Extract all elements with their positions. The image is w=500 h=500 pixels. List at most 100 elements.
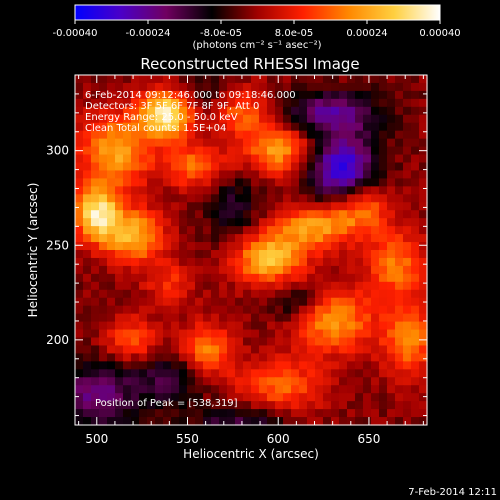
- heatmap-cell: [267, 242, 276, 251]
- heatmap-cell: [395, 257, 404, 267]
- heatmap-cell: [171, 234, 180, 243]
- heatmap-cell: [195, 82, 204, 92]
- heatmap-cell: [323, 321, 332, 331]
- heatmap-cell: [235, 154, 244, 164]
- heatmap-cell: [75, 289, 84, 299]
- heatmap-cell: [315, 297, 324, 307]
- heatmap-cell: [179, 186, 188, 195]
- heatmap-cell: [83, 297, 92, 307]
- heatmap-cell: [83, 178, 92, 187]
- heatmap-cell: [299, 337, 308, 347]
- heatmap-cell: [291, 305, 300, 315]
- heatmap-cell: [251, 130, 260, 140]
- heatmap-cell: [323, 170, 332, 179]
- heatmap-cell: [219, 106, 228, 116]
- heatmap-cell: [411, 321, 420, 331]
- heatmap-cell: [387, 178, 396, 187]
- heatmap-cell: [339, 250, 348, 259]
- heatmap-cell: [163, 265, 172, 275]
- heatmap-cell: [147, 289, 156, 299]
- heatmap-cell: [411, 146, 420, 156]
- heatmap-cell: [211, 122, 220, 132]
- heatmap-cell: [283, 273, 292, 283]
- heatmap-cell: [211, 313, 220, 323]
- heatmap-cell: [275, 130, 284, 140]
- heatmap-cell: [339, 353, 348, 362]
- heatmap-cell: [107, 345, 116, 354]
- heatmap-cell: [91, 98, 100, 108]
- heatmap-cell: [267, 337, 276, 347]
- heatmap-cell: [179, 345, 188, 354]
- heatmap-cell: [131, 361, 140, 370]
- heatmap-cell: [163, 281, 172, 291]
- heatmap-cell: [99, 162, 108, 172]
- heatmap-cell: [83, 226, 92, 235]
- heatmap-cell: [171, 226, 180, 235]
- heatmap-cell: [179, 130, 188, 140]
- heatmap-cell: [259, 194, 268, 203]
- heatmap-cell: [331, 273, 340, 283]
- heatmap-cell: [403, 321, 412, 331]
- heatmap-cell: [283, 417, 292, 426]
- heatmap-cell: [139, 146, 148, 156]
- heatmap-cell: [395, 385, 404, 394]
- heatmap-cell: [339, 82, 348, 92]
- heatmap-cell: [107, 393, 116, 402]
- heatmap-cell: [243, 170, 252, 179]
- heatmap-cell: [131, 146, 140, 156]
- heatmap-cell: [227, 75, 236, 84]
- heatmap-cell: [187, 202, 196, 211]
- heatmap-cell: [227, 265, 236, 275]
- heatmap-cell: [147, 138, 156, 148]
- heatmap-cell: [395, 106, 404, 116]
- heatmap-cell: [403, 242, 412, 251]
- heatmap-cell: [403, 218, 412, 227]
- heatmap-cell: [187, 401, 196, 410]
- heatmap-cell: [155, 178, 164, 187]
- heatmap-cell: [371, 154, 380, 164]
- heatmap-cell: [331, 409, 340, 418]
- heatmap-cell: [323, 194, 332, 203]
- heatmap-cell: [419, 305, 428, 315]
- heatmap-cell: [251, 265, 260, 275]
- heatmap-cell: [371, 393, 380, 402]
- heatmap-cell: [107, 90, 116, 100]
- heatmap-cell: [219, 281, 228, 291]
- heatmap-cell: [243, 186, 252, 195]
- heatmap-cell: [99, 234, 108, 243]
- heatmap-cell: [75, 361, 84, 370]
- heatmap-cell: [147, 369, 156, 378]
- heatmap-cell: [323, 337, 332, 347]
- heatmap-cell: [155, 186, 164, 195]
- heatmap-cell: [395, 234, 404, 243]
- heatmap-cell: [171, 186, 180, 195]
- heatmap-cell: [139, 385, 148, 394]
- heatmap-cell: [411, 106, 420, 116]
- heatmap-cell: [75, 106, 84, 116]
- heatmap-cell: [195, 210, 204, 219]
- heatmap-cell: [379, 313, 388, 323]
- heatmap-cell: [83, 218, 92, 227]
- heatmap-cell: [155, 170, 164, 179]
- heatmap-cell: [315, 154, 324, 164]
- heatmap-cell: [99, 265, 108, 275]
- heatmap-cell: [371, 305, 380, 315]
- heatmap-cell: [139, 250, 148, 259]
- heatmap-cell: [171, 361, 180, 370]
- heatmap-cell: [115, 289, 124, 299]
- heatmap-cell: [131, 329, 140, 339]
- heatmap-cell: [131, 305, 140, 315]
- heatmap-cell: [243, 90, 252, 100]
- heatmap-cell: [227, 337, 236, 347]
- x-axis-label: Heliocentric X (arcsec): [183, 447, 319, 461]
- heatmap-cell: [83, 417, 92, 426]
- heatmap-cell: [379, 297, 388, 307]
- heatmap-cell: [195, 257, 204, 267]
- heatmap-cell: [251, 202, 260, 211]
- heatmap-cell: [163, 98, 172, 108]
- heatmap-cell: [371, 281, 380, 291]
- heatmap-cell: [147, 273, 156, 283]
- heatmap-cell: [91, 234, 100, 243]
- heatmap-cell: [419, 98, 428, 108]
- heatmap-cell: [291, 313, 300, 323]
